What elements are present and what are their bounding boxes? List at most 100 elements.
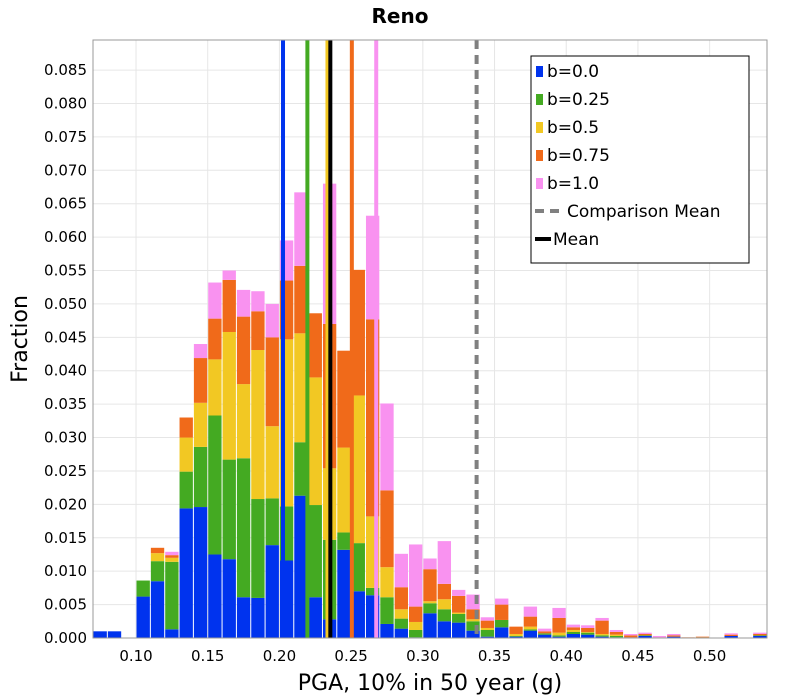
bar-b=0.0-bin-1 bbox=[107, 631, 122, 638]
bar-b=0.0-bin-40 bbox=[667, 636, 681, 638]
bar-b=0.75-bin-25 bbox=[452, 595, 466, 613]
bar-b=1.0-bin-22 bbox=[408, 544, 423, 607]
bar-b=0.0-bin-30 bbox=[523, 630, 538, 638]
y-tick-label-7: 0.035 bbox=[44, 395, 87, 413]
bar-b=0.75-bin-30 bbox=[523, 616, 538, 627]
bar-b=0.25-bin-30 bbox=[523, 629, 538, 631]
bar-b=0.75-bin-8 bbox=[208, 318, 222, 360]
bar-b=0.75-bin-20 bbox=[380, 490, 394, 568]
bar-b=0.25-bin-6 bbox=[179, 471, 193, 509]
bar-b=1.0-bin-33 bbox=[566, 624, 581, 628]
bar-b=0.25-bin-8 bbox=[208, 415, 222, 555]
bar-b=0.5-bin-34 bbox=[581, 631, 595, 633]
bar-b=1.0-bin-23 bbox=[423, 558, 437, 570]
bar-b=0.25-bin-31 bbox=[538, 633, 552, 635]
bar-b=0.5-bin-33 bbox=[566, 629, 581, 632]
legend-swatch-4 bbox=[536, 178, 543, 189]
legend-label-5: Comparison Mean bbox=[567, 202, 721, 222]
bar-b=0.75-bin-22 bbox=[408, 606, 423, 622]
y-tick-label-1: 0.005 bbox=[44, 596, 87, 614]
bar-b=0.75-bin-46 bbox=[753, 633, 767, 636]
bar-b=0.0-bin-44 bbox=[724, 635, 738, 638]
bar-b=0.75-bin-37 bbox=[624, 635, 638, 638]
bar-b=0.25-bin-5 bbox=[165, 561, 179, 630]
bar-b=0.25-bin-26 bbox=[466, 621, 480, 631]
bar-b=0.0-bin-24 bbox=[437, 621, 452, 638]
bar-b=0.5-bin-5 bbox=[165, 557, 179, 562]
bar-b=0.5-bin-18 bbox=[351, 395, 365, 544]
bar-b=0.5-bin-7 bbox=[193, 402, 208, 447]
y-tick-label-14: 0.070 bbox=[44, 161, 87, 179]
bar-b=0.25-bin-3 bbox=[136, 580, 150, 597]
bar-b=0.0-bin-6 bbox=[179, 508, 193, 638]
bar-b=1.0-bin-39 bbox=[652, 635, 667, 638]
y-tick-label-13: 0.065 bbox=[44, 195, 87, 213]
legend-swatch-1 bbox=[536, 94, 543, 105]
y-tick-label-15: 0.075 bbox=[44, 128, 87, 146]
bar-b=0.5-bin-14 bbox=[294, 333, 308, 443]
bar-b=0.75-bin-27 bbox=[480, 620, 495, 628]
y-tick-label-16: 0.080 bbox=[44, 94, 87, 112]
bar-b=1.0-bin-8 bbox=[208, 282, 222, 319]
bar-b=0.0-bin-20 bbox=[380, 623, 394, 638]
bar-b=0.5-bin-10 bbox=[236, 384, 251, 459]
bar-b=0.0-bin-34 bbox=[581, 634, 595, 638]
bar-b=1.0-bin-9 bbox=[222, 270, 236, 280]
bar-b=0.5-bin-26 bbox=[466, 619, 480, 622]
bar-b=0.0-bin-31 bbox=[538, 634, 552, 638]
bar-b=0.25-bin-27 bbox=[480, 629, 495, 637]
bar-b=0.75-bin-44 bbox=[724, 634, 738, 636]
y-tick-label-4: 0.020 bbox=[44, 495, 87, 513]
bar-b=0.75-bin-10 bbox=[236, 316, 251, 385]
bar-b=0.0-bin-27 bbox=[480, 636, 495, 638]
legend-label-0: b=0.0 bbox=[547, 62, 599, 82]
bar-b=1.0-bin-36 bbox=[609, 629, 624, 632]
bar-b=0.5-bin-15 bbox=[308, 377, 322, 506]
bar-b=1.0-bin-31 bbox=[538, 628, 552, 632]
bar-b=0.0-bin-0 bbox=[93, 631, 107, 638]
bar-b=0.75-bin-6 bbox=[179, 417, 193, 438]
bar-b=1.0-bin-12 bbox=[265, 303, 279, 338]
bar-b=0.0-bin-18 bbox=[351, 591, 365, 638]
bar-b=0.5-bin-20 bbox=[380, 567, 394, 598]
bar-b=0.75-bin-15 bbox=[308, 313, 322, 378]
bar-b=1.0-bin-21 bbox=[394, 553, 408, 588]
bar-b=0.5-bin-25 bbox=[452, 612, 466, 614]
legend-label-6: Mean bbox=[553, 230, 599, 250]
bar-b=0.0-bin-46 bbox=[753, 635, 767, 638]
bar-b=0.25-bin-46 bbox=[753, 635, 767, 636]
bar-b=0.25-bin-7 bbox=[193, 446, 208, 508]
bar-b=0.75-bin-42 bbox=[695, 636, 710, 638]
bar-b=0.75-bin-5 bbox=[165, 555, 179, 558]
bar-b=0.0-bin-26 bbox=[466, 630, 480, 638]
y-tick-label-17: 0.085 bbox=[44, 61, 87, 79]
bar-b=0.75-bin-26 bbox=[466, 609, 480, 620]
bar-b=1.0-bin-34 bbox=[581, 625, 595, 628]
bar-b=0.25-bin-24 bbox=[437, 609, 452, 622]
bar-b=1.0-bin-38 bbox=[638, 632, 652, 634]
y-tick-label-6: 0.030 bbox=[44, 429, 87, 447]
bar-b=0.0-bin-17 bbox=[337, 549, 351, 638]
y-tick-label-0: 0.000 bbox=[44, 629, 87, 647]
bar-b=0.75-bin-32 bbox=[552, 617, 566, 633]
bar-b=0.0-bin-3 bbox=[136, 596, 150, 638]
legend-label-3: b=0.75 bbox=[547, 146, 610, 166]
bar-b=1.0-bin-7 bbox=[193, 344, 208, 359]
bar-b=0.75-bin-17 bbox=[337, 350, 351, 448]
bar-b=0.25-bin-17 bbox=[337, 532, 351, 550]
bar-b=0.75-bin-18 bbox=[351, 269, 365, 396]
bar-b=0.75-bin-29 bbox=[509, 626, 523, 634]
bar-b=0.25-bin-4 bbox=[150, 561, 165, 582]
bar-b=0.5-bin-32 bbox=[552, 632, 566, 636]
bar-b=0.25-bin-38 bbox=[638, 635, 652, 636]
bar-b=0.75-bin-33 bbox=[566, 627, 581, 630]
x-tick-label-6: 0.40 bbox=[550, 647, 583, 665]
bar-b=1.0-bin-37 bbox=[624, 633, 638, 636]
legend-swatch-3 bbox=[536, 150, 543, 161]
bar-b=1.0-bin-20 bbox=[380, 403, 394, 491]
bar-b=0.25-bin-11 bbox=[251, 499, 265, 598]
bar-b=0.5-bin-24 bbox=[437, 599, 452, 610]
bar-b=0.25-bin-14 bbox=[294, 442, 308, 496]
y-tick-label-3: 0.015 bbox=[44, 529, 87, 547]
